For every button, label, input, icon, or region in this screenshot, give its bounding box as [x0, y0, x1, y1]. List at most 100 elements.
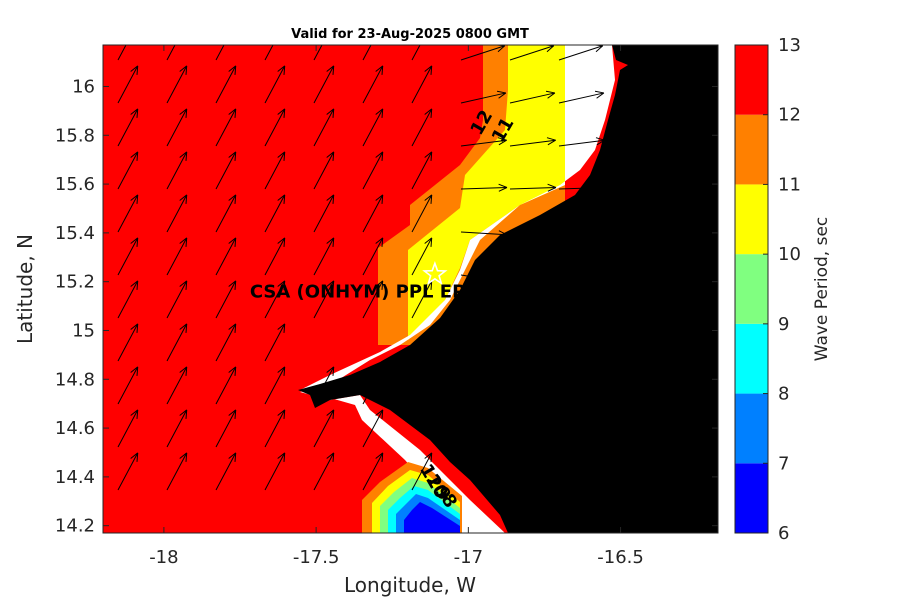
x-tick-label: -18: [149, 547, 178, 568]
colorbar-tick-label: 12: [778, 105, 801, 126]
direction-arrow: [166, 108, 188, 147]
direction-arrow: [509, 183, 557, 192]
direction-arrow: [117, 151, 139, 190]
colorbar-tick-label: 9: [778, 314, 789, 335]
site-label: CSA (ONHYM) PPL EP: [250, 281, 465, 302]
y-axis-label: Latitude, N: [13, 234, 37, 344]
direction-arrow: [264, 280, 286, 319]
colorbar-band: [735, 114, 768, 185]
direction-arrow: [215, 409, 237, 448]
direction-arrow: [117, 366, 139, 405]
colorbar-band: [735, 184, 768, 255]
direction-arrow: [509, 230, 557, 239]
direction-arrow: [460, 183, 508, 192]
nearshore-no-data-strip: [300, 45, 615, 533]
colorbar-label: Wave Period, sec: [812, 217, 832, 362]
direction-arrow: [558, 137, 605, 147]
direction-arrow: [362, 65, 384, 104]
direction-arrow: [166, 45, 176, 61]
direction-arrow: [411, 194, 433, 233]
direction-arrow: [509, 90, 556, 104]
direction-arrow: [313, 108, 335, 147]
direction-arrow: [313, 65, 335, 104]
direction-arrow: [215, 65, 237, 104]
colorbar-tick-label: 7: [778, 453, 789, 474]
direction-arrow: [362, 151, 384, 190]
direction-arrow: [509, 274, 556, 285]
direction-arrow: [558, 90, 605, 104]
direction-arrow: [264, 45, 274, 61]
direction-arrow: [166, 409, 188, 448]
direction-arrow: [264, 237, 286, 276]
y-tick-label: 15.6: [55, 174, 95, 195]
direction-arrow: [117, 237, 139, 276]
direction-arrow: [558, 230, 606, 239]
y-tick-label: 15.2: [55, 272, 95, 293]
direction-arrow: [166, 65, 188, 104]
direction-arrow: [411, 452, 433, 491]
direction-arrow: [313, 237, 335, 276]
direction-arrow: [313, 194, 335, 233]
direction-arrow: [411, 45, 421, 61]
direction-arrow: [460, 230, 508, 239]
colorbar-band: [735, 45, 768, 115]
direction-arrow: [117, 194, 139, 233]
direction-arrow: [215, 366, 237, 405]
chart-title: Valid for 23-Aug-2025 0800 GMT: [291, 27, 529, 42]
colorbar-tick-label: 6: [778, 523, 789, 544]
direction-arrow: [313, 280, 335, 319]
land-mass: [298, 45, 718, 533]
site-marker: CSA (ONHYM) PPL EP: [250, 261, 465, 302]
direction-arrow: [460, 317, 506, 332]
direction-arrow: [215, 151, 237, 190]
direction-arrow: [313, 409, 335, 448]
colorbar-ticks: 6 7 8 9 10 11 12 13: [763, 35, 801, 544]
direction-arrow: [215, 194, 237, 233]
direction-arrow: [313, 366, 335, 405]
axes-frame: [102, 44, 719, 534]
x-tick-label: -16.5: [597, 547, 644, 568]
y-tick-label: 14.6: [55, 418, 95, 439]
direction-arrow: [166, 280, 188, 319]
direction-arrow: [166, 194, 188, 233]
colorbar-frame: [734, 44, 769, 534]
direction-arrow: [509, 137, 556, 147]
direction-arrow: [264, 452, 286, 491]
colorbar-band: [735, 463, 768, 533]
direction-arrow: [362, 280, 384, 319]
direction-arrow: [264, 323, 286, 362]
direction-arrow: [166, 151, 188, 190]
direction-arrow: [362, 108, 384, 147]
direction-arrow: [215, 108, 237, 147]
colorbar-tick-label: 8: [778, 384, 789, 405]
direction-arrow: [411, 65, 433, 104]
direction-arrow: [166, 452, 188, 491]
wave-period-10-11-band: [408, 45, 565, 340]
direction-arrow: [117, 452, 139, 491]
direction-arrow: [117, 45, 127, 61]
direction-arrow: [264, 151, 286, 190]
direction-arrow: [166, 366, 188, 405]
direction-arrow: [313, 452, 335, 491]
y-tick-label: 14.2: [55, 516, 95, 537]
colorbar-band: [735, 254, 768, 324]
direction-arrow: [117, 323, 139, 362]
direction-arrow: [362, 366, 384, 405]
colorbar-tick-label: 11: [778, 174, 801, 195]
direction-arrow: [362, 237, 384, 276]
direction-arrow: [215, 452, 237, 491]
direction-arrow: [362, 452, 384, 491]
y-tick-label: 14.8: [55, 369, 95, 390]
direction-arrow: [215, 323, 237, 362]
direction-arrow: [460, 274, 507, 285]
colorbar-band: [735, 323, 768, 394]
direction-arrow: [166, 237, 188, 276]
y-tick-label: 15: [72, 320, 95, 341]
site-star-icon: [422, 261, 448, 286]
colorbar: [735, 45, 768, 533]
map-area: [103, 45, 718, 533]
direction-arrow: [313, 151, 335, 190]
direction-arrow: [362, 194, 384, 233]
direction-arrow: [411, 108, 433, 147]
wave-direction-arrows: [117, 45, 606, 491]
